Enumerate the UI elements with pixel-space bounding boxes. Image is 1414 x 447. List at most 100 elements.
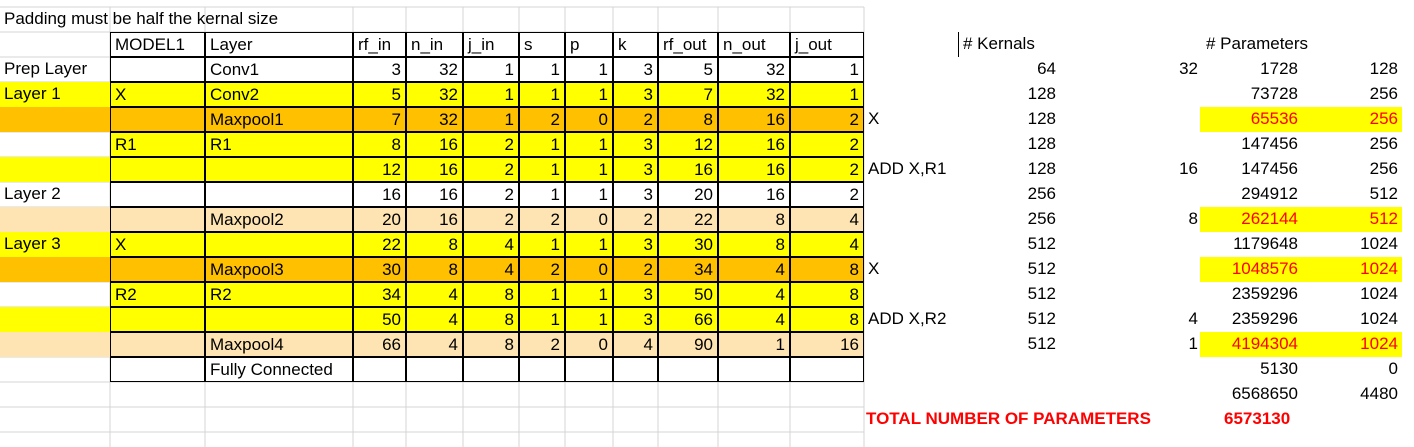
row-note[interactable] [864,282,974,307]
row-extra[interactable] [1110,107,1202,132]
row-s[interactable]: 1 [519,132,565,157]
row-model[interactable] [110,257,205,282]
row-model[interactable] [110,57,205,82]
row-j-in[interactable] [463,357,519,382]
row-n-out[interactable]: 16 [718,132,790,157]
row-s[interactable]: 1 [519,57,565,82]
row-extra[interactable]: 4 [1188,309,1198,328]
row-kernals[interactable]: 128 [1027,134,1056,153]
row-p[interactable]: 1 [565,307,613,332]
sum-params[interactable]: 6568650 [1231,384,1298,403]
row-bias[interactable]: 1024 [1302,257,1402,282]
row-params[interactable]: 147456 [1241,159,1298,178]
header-n-out[interactable]: n_out [718,32,790,57]
row-note[interactable]: X [868,109,880,128]
row-model[interactable] [110,107,205,132]
row-p[interactable]: 1 [565,57,613,82]
row-n-in[interactable]: 16 [406,157,463,182]
row-bias[interactable]: 256 [1302,107,1402,132]
row-j-in[interactable]: 1 [463,57,519,82]
row-bias[interactable]: 1024 [1360,234,1398,253]
row-layer-name[interactable] [205,182,353,207]
row-j-out[interactable]: 8 [790,257,864,282]
row-group-label[interactable] [0,207,110,232]
row-s[interactable]: 1 [519,232,565,257]
row-n-out[interactable]: 8 [718,207,790,232]
row-bias[interactable]: 1024 [1360,309,1398,328]
row-p[interactable]: 1 [565,232,613,257]
row-extra[interactable]: 8 [1188,209,1198,228]
row-model[interactable] [110,357,205,382]
row-extra[interactable] [1110,357,1202,382]
row-j-in[interactable]: 8 [463,307,519,332]
header-p[interactable]: p [565,32,613,57]
row-s[interactable] [519,357,565,382]
header-j-in[interactable]: j_in [463,32,519,57]
row-j-in[interactable]: 4 [463,232,519,257]
header-s[interactable]: s [519,32,565,57]
row-group-label[interactable] [0,282,110,307]
row-n-out[interactable]: 4 [718,257,790,282]
row-p[interactable]: 0 [565,257,613,282]
row-kernals[interactable]: 128 [1027,109,1056,128]
row-kernals[interactable]: 256 [1027,209,1056,228]
row-group-label[interactable] [0,257,110,282]
row-kernals[interactable]: 64 [1037,59,1056,78]
row-n-out[interactable]: 32 [718,82,790,107]
row-n-in[interactable] [406,357,463,382]
row-extra[interactable] [1110,257,1202,282]
row-group-label[interactable] [0,357,110,382]
row-s[interactable]: 2 [519,107,565,132]
row-params[interactable]: 1728 [1260,59,1298,78]
row-n-out[interactable]: 4 [718,307,790,332]
row-rf-in[interactable]: 5 [353,82,406,107]
row-k[interactable]: 3 [613,132,658,157]
row-extra[interactable] [1110,82,1202,107]
row-params[interactable]: 147456 [1241,134,1298,153]
row-layer-name[interactable]: Conv2 [205,82,353,107]
row-note[interactable] [864,207,974,232]
row-kernals[interactable]: 512 [1027,309,1056,328]
row-n-out[interactable]: 8 [718,232,790,257]
row-k[interactable]: 2 [613,107,658,132]
header-rf-out[interactable]: rf_out [658,32,718,57]
row-p[interactable]: 1 [565,82,613,107]
row-params[interactable]: 73728 [1250,84,1298,103]
row-extra[interactable] [1110,182,1202,207]
row-j-out[interactable]: 8 [790,307,864,332]
row-n-in[interactable]: 8 [406,232,463,257]
row-k[interactable]: 2 [613,207,658,232]
row-bias[interactable]: 256 [1369,159,1398,178]
row-rf-out[interactable]: 66 [658,307,718,332]
row-s[interactable]: 1 [519,82,565,107]
row-j-in[interactable]: 1 [463,107,519,132]
row-bias[interactable]: 256 [1369,134,1398,153]
row-rf-in[interactable]: 30 [353,257,406,282]
row-k[interactable]: 3 [613,282,658,307]
row-rf-in[interactable]: 12 [353,157,406,182]
row-group-label[interactable]: Layer 2 [4,184,61,203]
row-kernals[interactable]: 128 [1027,159,1056,178]
row-bias[interactable]: 128 [1369,59,1398,78]
row-rf-in[interactable]: 16 [353,182,406,207]
row-extra[interactable] [1110,282,1202,307]
row-k[interactable]: 3 [613,182,658,207]
row-rf-in[interactable]: 7 [353,107,406,132]
row-n-in[interactable]: 4 [406,282,463,307]
sum-bias[interactable]: 4480 [1360,384,1398,403]
row-rf-in[interactable]: 34 [353,282,406,307]
row-k[interactable]: 3 [613,232,658,257]
row-model[interactable]: R1 [110,132,205,157]
row-j-out[interactable]: 4 [790,232,864,257]
row-n-in[interactable]: 8 [406,257,463,282]
row-layer-name[interactable]: Conv1 [205,57,353,82]
row-k[interactable]: 4 [613,332,658,357]
row-rf-out[interactable]: 8 [658,107,718,132]
row-rf-in[interactable]: 8 [353,132,406,157]
row-rf-out[interactable]: 34 [658,257,718,282]
row-j-out[interactable]: 2 [790,132,864,157]
row-k[interactable]: 3 [613,307,658,332]
row-kernals[interactable]: 512 [1027,334,1056,353]
row-j-in[interactable]: 1 [463,82,519,107]
row-rf-in[interactable]: 20 [353,207,406,232]
